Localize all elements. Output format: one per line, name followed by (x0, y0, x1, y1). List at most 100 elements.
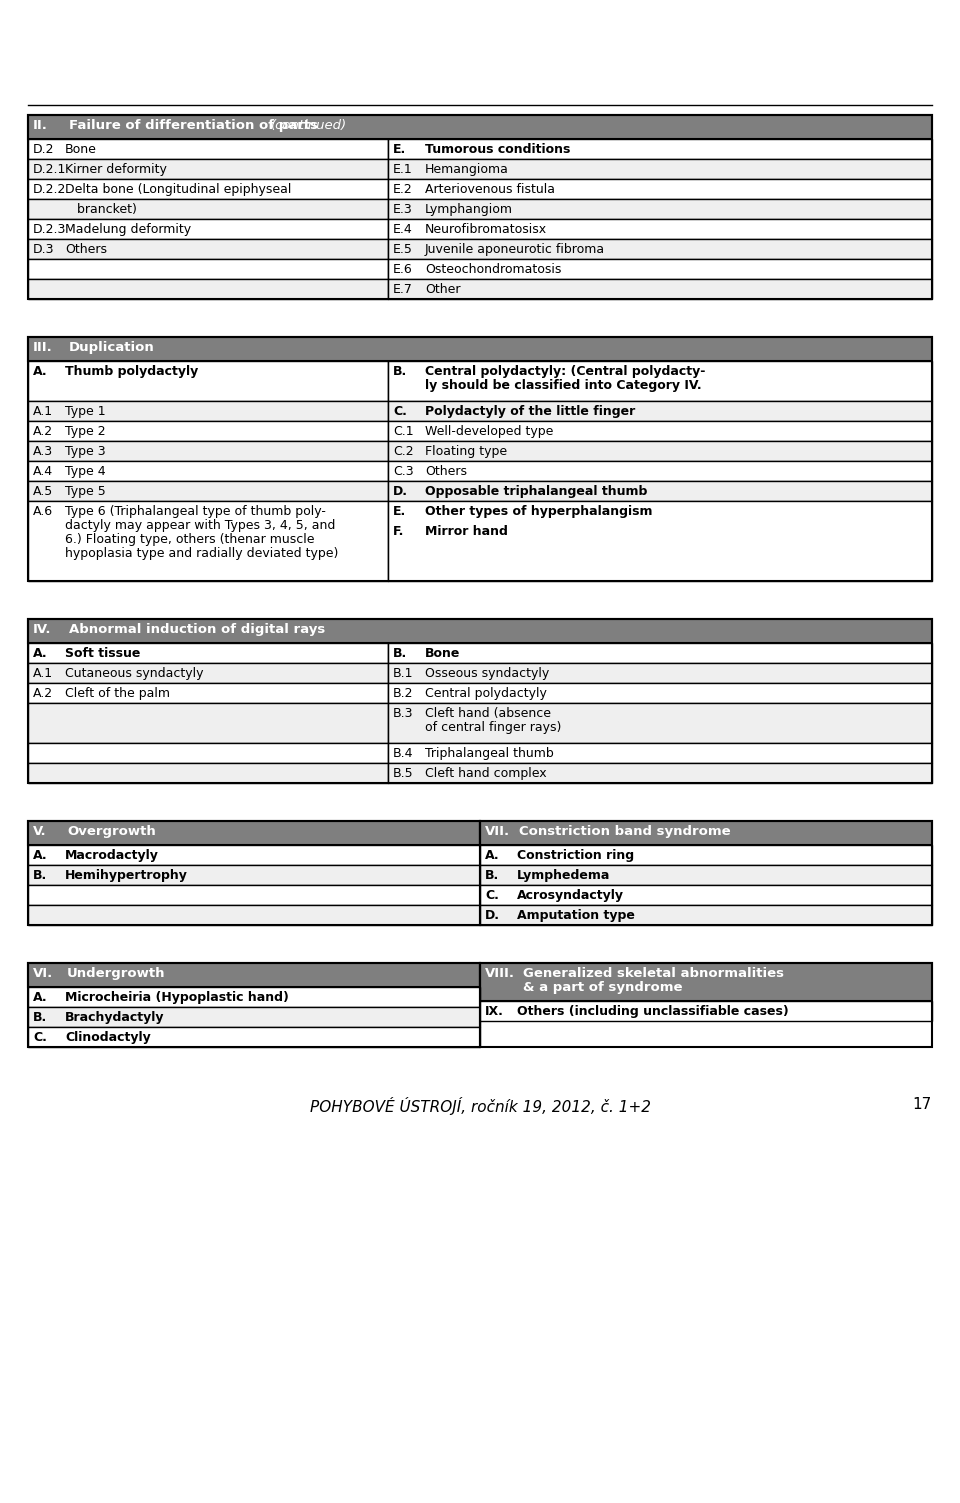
Text: D.3: D.3 (33, 243, 55, 256)
Text: Madelung deformity: Madelung deformity (65, 222, 191, 236)
Text: Cutaneous syndactyly: Cutaneous syndactyly (65, 667, 204, 679)
Bar (388, 500, 932, 582)
Bar (28, 179, 388, 198)
Bar (388, 239, 932, 259)
Bar (388, 401, 932, 421)
Text: (continued): (continued) (271, 119, 347, 132)
Bar (388, 198, 932, 219)
Bar (28, 116, 932, 299)
Bar (28, 361, 388, 401)
Bar (480, 866, 932, 885)
Bar (28, 337, 932, 361)
Text: Arteriovenous fistula: Arteriovenous fistula (425, 183, 555, 195)
Text: E.2: E.2 (393, 183, 413, 195)
Text: Lymphedema: Lymphedema (517, 869, 611, 882)
Bar (480, 821, 932, 924)
Text: VII.: VII. (485, 825, 510, 839)
Text: Failure of differentiation of parts: Failure of differentiation of parts (69, 119, 323, 132)
Bar (388, 682, 932, 703)
Bar (480, 963, 932, 1001)
Text: A.1: A.1 (33, 404, 53, 418)
Bar (388, 280, 932, 299)
Text: Bone: Bone (425, 646, 461, 660)
Text: C.: C. (393, 404, 407, 418)
Text: IV.: IV. (33, 624, 52, 636)
Bar (480, 963, 932, 1048)
Bar (28, 764, 388, 783)
Text: Delta bone (Longitudinal epiphyseal: Delta bone (Longitudinal epiphyseal (65, 183, 292, 195)
Bar (28, 440, 388, 461)
Bar (388, 361, 932, 401)
Text: V.: V. (33, 825, 47, 839)
Text: B.2: B.2 (393, 687, 414, 700)
Text: Well-developed type: Well-developed type (425, 425, 553, 437)
Text: Kirner deformity: Kirner deformity (65, 162, 167, 176)
Text: C.: C. (33, 1031, 47, 1045)
Bar (28, 259, 388, 280)
Text: Thumb polydactyly: Thumb polydactyly (65, 365, 199, 377)
Text: C.2: C.2 (393, 445, 414, 458)
Text: Osteochondromatosis: Osteochondromatosis (425, 263, 562, 277)
Text: Type 5: Type 5 (65, 485, 106, 497)
Bar (28, 421, 388, 440)
Text: Cleft of the palm: Cleft of the palm (65, 687, 170, 700)
Text: Juvenile aponeurotic fibroma: Juvenile aponeurotic fibroma (425, 243, 605, 256)
Text: VIII.: VIII. (485, 966, 515, 980)
Text: D.: D. (485, 909, 500, 921)
Bar (388, 663, 932, 682)
Bar (28, 742, 388, 764)
Text: B.1: B.1 (393, 667, 414, 679)
Text: Type 4: Type 4 (65, 464, 106, 478)
Text: B.: B. (485, 869, 499, 882)
Bar (388, 764, 932, 783)
Text: B.5: B.5 (393, 767, 414, 780)
Text: B.: B. (33, 869, 47, 882)
Text: A.: A. (485, 849, 499, 863)
Text: B.4: B.4 (393, 747, 414, 761)
Text: D.2.2: D.2.2 (33, 183, 66, 195)
Text: Type 1: Type 1 (65, 404, 106, 418)
Bar (28, 821, 480, 845)
Text: Others (including unclassifiable cases): Others (including unclassifiable cases) (517, 1006, 789, 1018)
Bar (28, 963, 480, 987)
Bar (28, 866, 480, 885)
Text: Type 6 (Triphalangeal type of thumb poly-: Type 6 (Triphalangeal type of thumb poly… (65, 505, 325, 519)
Text: E.: E. (393, 505, 406, 519)
Text: Type 2: Type 2 (65, 425, 106, 437)
Text: A.: A. (33, 365, 48, 377)
Text: F.: F. (393, 525, 404, 538)
Text: Osseous syndactyly: Osseous syndactyly (425, 667, 549, 679)
Bar (388, 138, 932, 159)
Text: 17: 17 (913, 1097, 932, 1112)
Text: A.: A. (33, 849, 48, 863)
Text: Macrodactyly: Macrodactyly (65, 849, 158, 863)
Text: Constriction band syndrome: Constriction band syndrome (519, 825, 731, 839)
Text: B.: B. (393, 365, 407, 377)
Text: Lymphangiom: Lymphangiom (425, 203, 513, 216)
Text: Hemihypertrophy: Hemihypertrophy (65, 869, 188, 882)
Text: of central finger rays): of central finger rays) (425, 721, 562, 733)
Text: C.: C. (485, 888, 499, 902)
Text: Mirror hand: Mirror hand (425, 525, 508, 538)
Text: Cleft hand complex: Cleft hand complex (425, 767, 546, 780)
Text: B.: B. (33, 1012, 47, 1024)
Bar (388, 742, 932, 764)
Bar (388, 440, 932, 461)
Text: Soft tissue: Soft tissue (65, 646, 140, 660)
Text: dactyly may appear with Types 3, 4, 5, and: dactyly may appear with Types 3, 4, 5, a… (65, 519, 335, 532)
Text: Undergrowth: Undergrowth (67, 966, 165, 980)
Text: A.2: A.2 (33, 425, 53, 437)
Text: E.5: E.5 (393, 243, 413, 256)
Text: A.1: A.1 (33, 667, 53, 679)
Bar (28, 138, 388, 159)
Text: Others: Others (425, 464, 467, 478)
Bar (28, 963, 480, 1048)
Bar (388, 259, 932, 280)
Bar (388, 219, 932, 239)
Text: Others: Others (65, 243, 107, 256)
Text: A.6: A.6 (33, 505, 53, 519)
Bar (28, 905, 480, 924)
Bar (480, 1001, 932, 1021)
Text: D.2.1: D.2.1 (33, 162, 66, 176)
Text: Polydactyly of the little finger: Polydactyly of the little finger (425, 404, 636, 418)
